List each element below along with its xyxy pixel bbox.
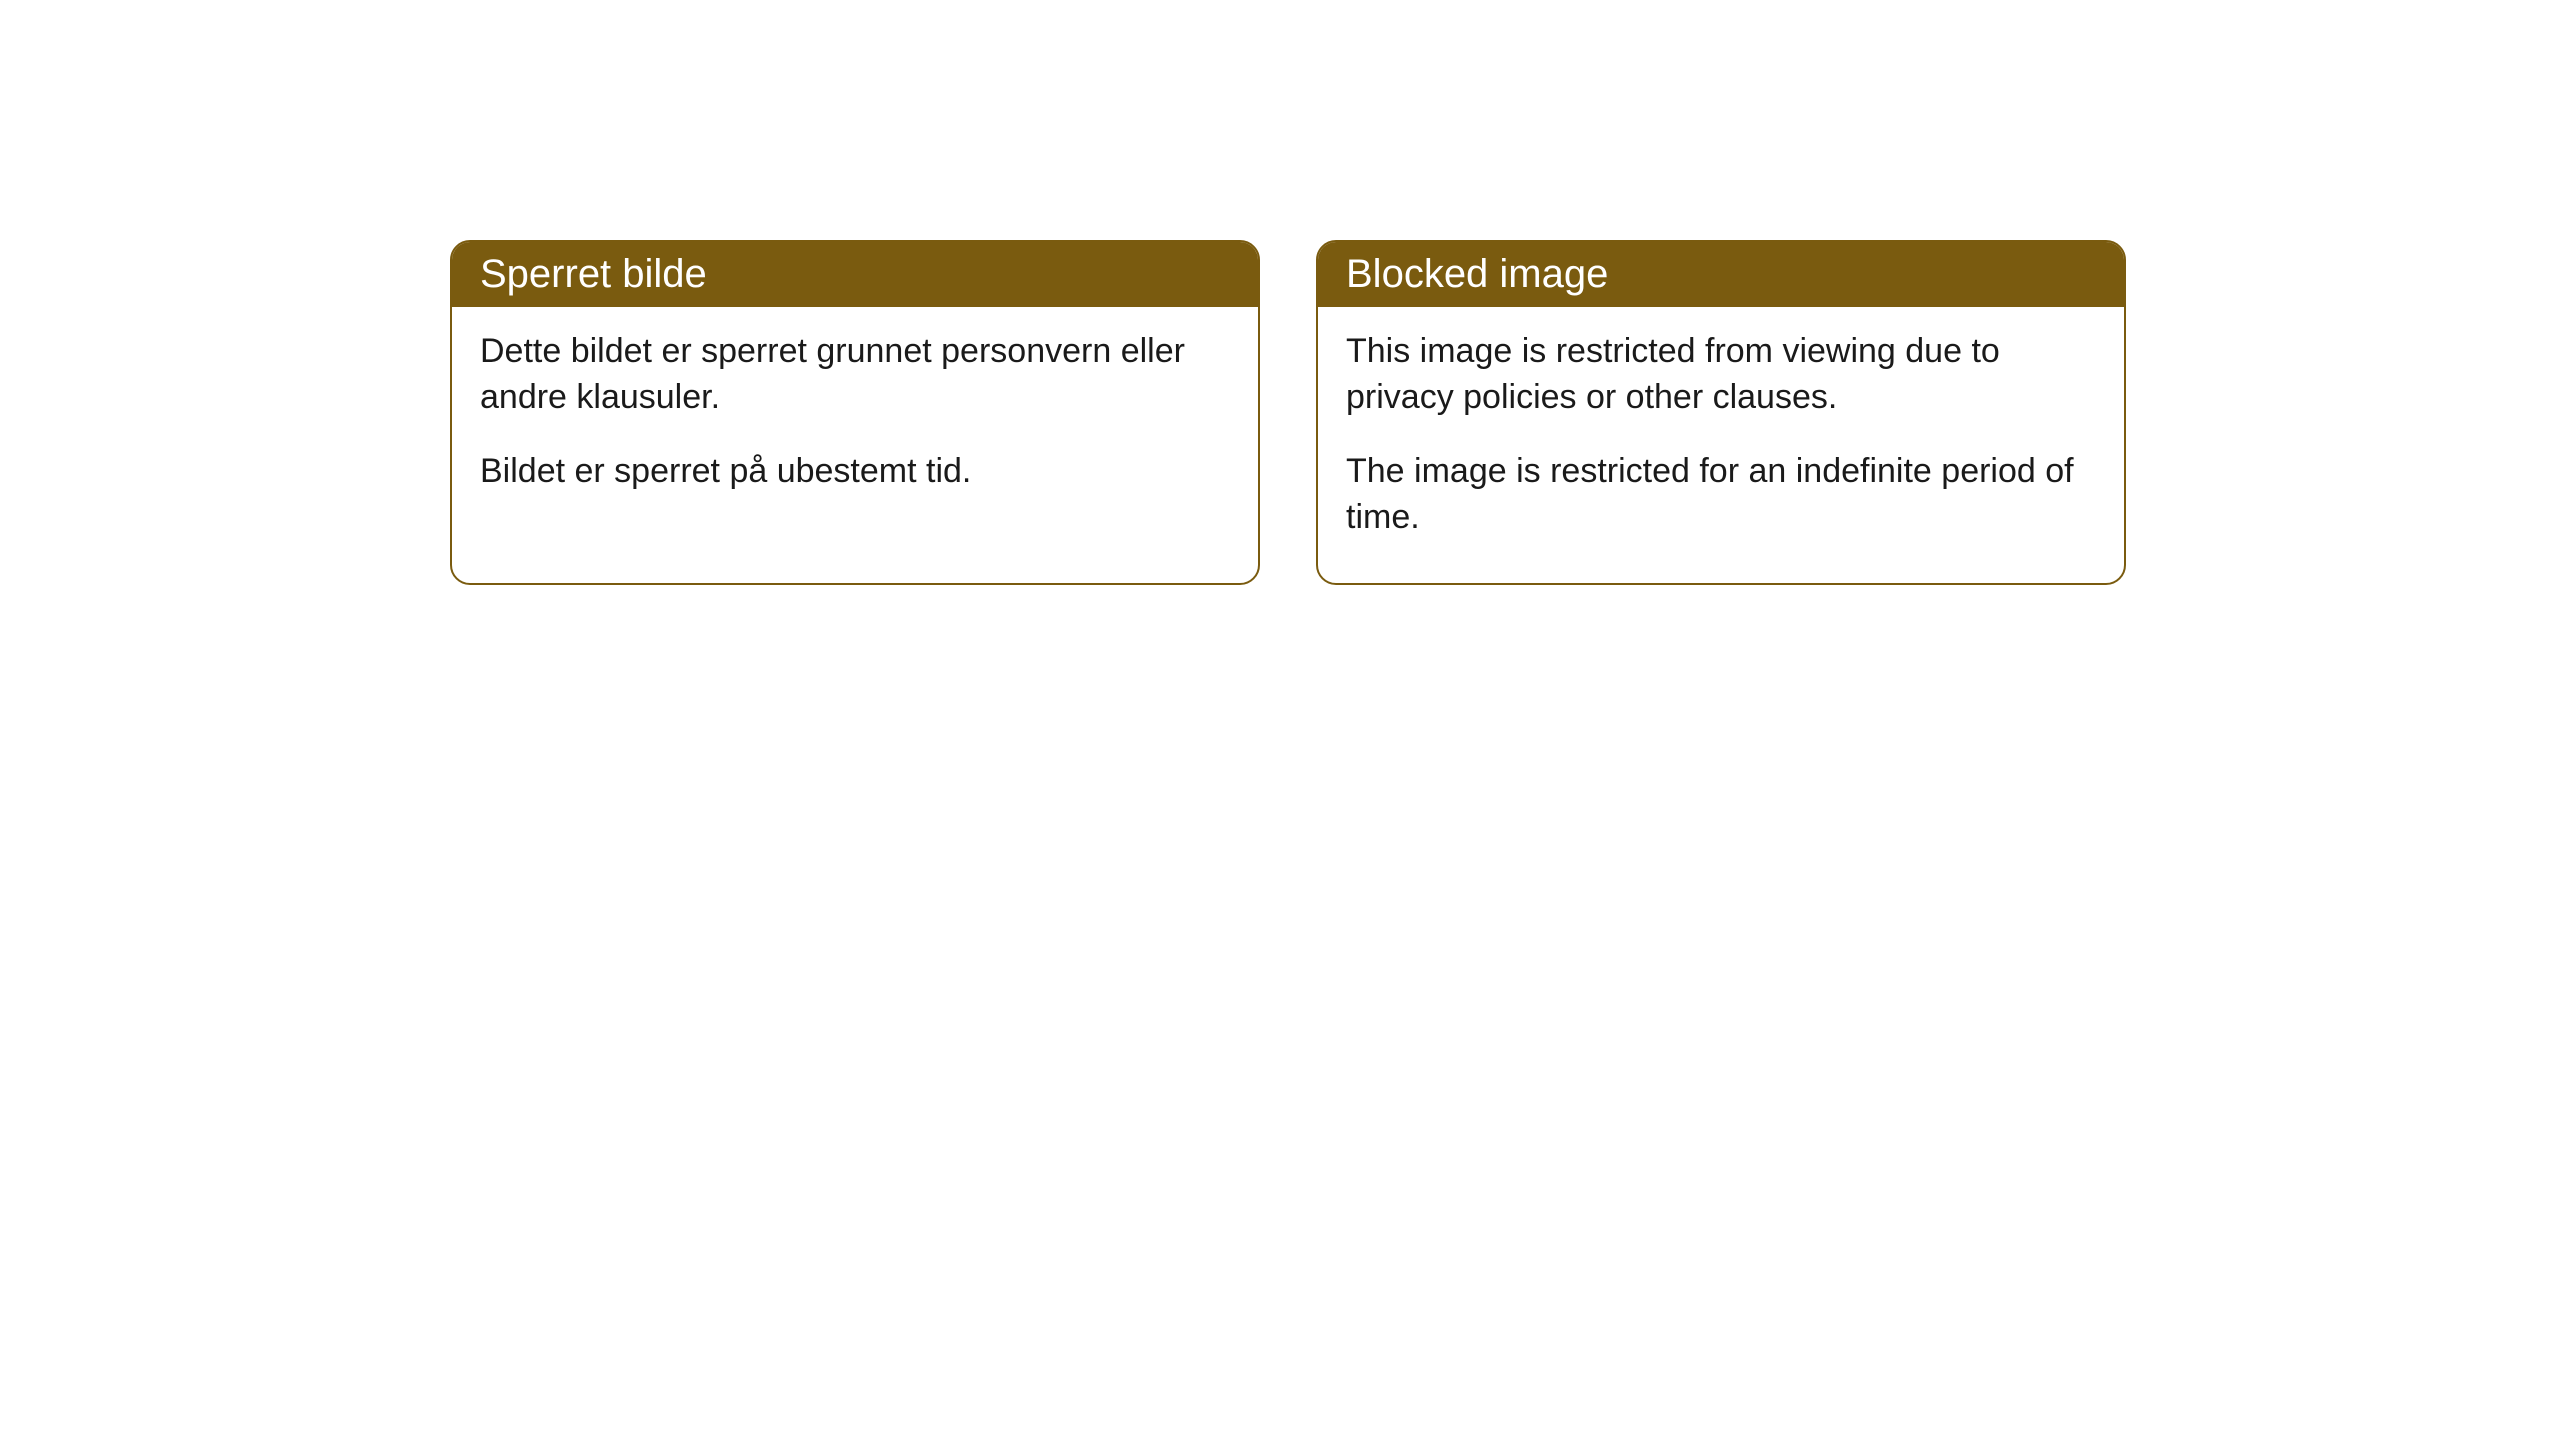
- card-title: Sperret bilde: [480, 252, 707, 296]
- card-title: Blocked image: [1346, 252, 1608, 296]
- card-body-english: This image is restricted from viewing du…: [1318, 307, 2124, 583]
- card-header-norwegian: Sperret bilde: [452, 242, 1258, 307]
- blocked-image-card-english: Blocked image This image is restricted f…: [1316, 240, 2126, 585]
- card-body-norwegian: Dette bildet er sperret grunnet personve…: [452, 307, 1258, 537]
- notice-cards-container: Sperret bilde Dette bildet er sperret gr…: [450, 240, 2126, 585]
- card-paragraph: Dette bildet er sperret grunnet personve…: [480, 329, 1230, 421]
- card-paragraph: Bildet er sperret på ubestemt tid.: [480, 449, 1230, 495]
- card-paragraph: The image is restricted for an indefinit…: [1346, 449, 2096, 541]
- blocked-image-card-norwegian: Sperret bilde Dette bildet er sperret gr…: [450, 240, 1260, 585]
- card-paragraph: This image is restricted from viewing du…: [1346, 329, 2096, 421]
- card-header-english: Blocked image: [1318, 242, 2124, 307]
